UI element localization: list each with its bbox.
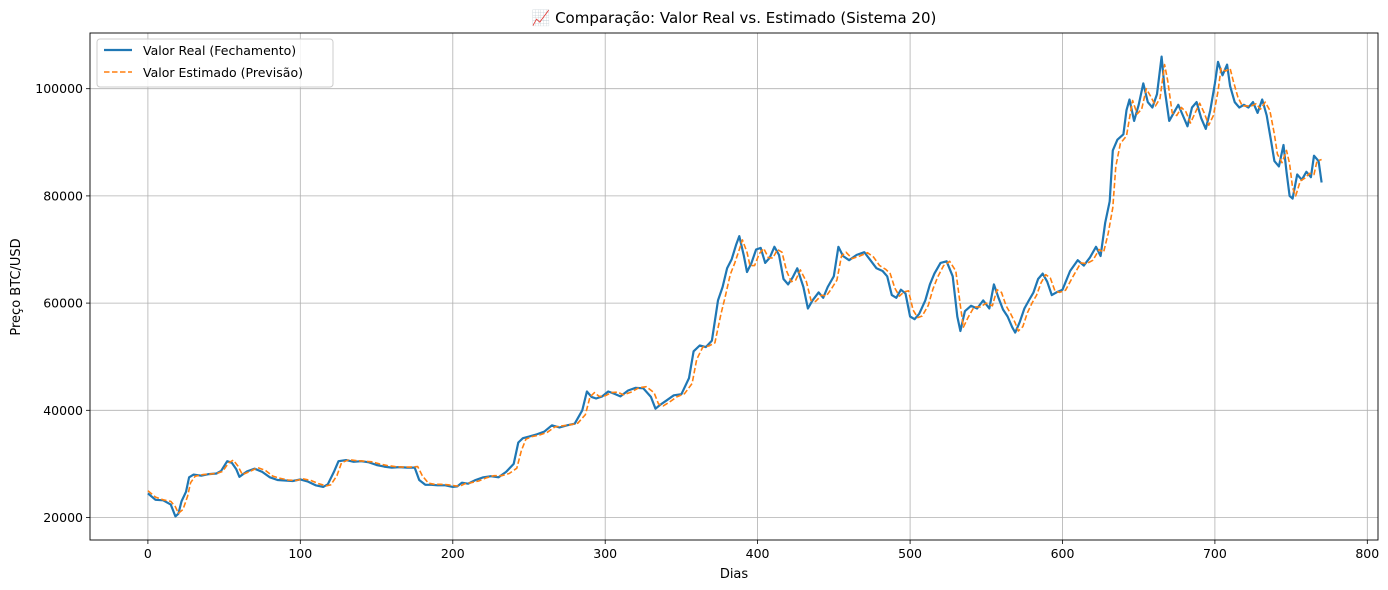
y-tick-label: 80000 xyxy=(43,188,83,203)
y-tick-label: 20000 xyxy=(43,510,83,525)
x-tick-label: 0 xyxy=(144,546,152,561)
x-axis-ticks: 0 100 200 300 400 500 600 700 800 xyxy=(144,540,1379,561)
x-axis-label: Dias xyxy=(720,567,749,582)
legend: Valor Real (Fechamento) Valor Estimado (… xyxy=(96,38,334,88)
chart-title: 📈 Comparação: Valor Real vs. Estimado (S… xyxy=(532,9,937,27)
y-tick-label: 40000 xyxy=(43,403,83,418)
y-axis-label: Preço BTC/USD xyxy=(9,238,24,335)
legend-label-real: Valor Real (Fechamento) xyxy=(143,43,296,58)
x-tick-label: 500 xyxy=(898,546,922,561)
x-tick-label: 300 xyxy=(593,546,617,561)
y-axis-ticks: 20000 40000 60000 80000 100000 xyxy=(35,81,90,525)
x-tick-label: 100 xyxy=(288,546,312,561)
y-tick-label: 100000 xyxy=(35,81,83,96)
series-line-real xyxy=(147,55,1323,518)
x-tick-label: 700 xyxy=(1203,546,1227,561)
series-layer xyxy=(147,55,1323,518)
x-tick-label: 600 xyxy=(1051,546,1075,561)
legend-label-estimated: Valor Estimado (Previsão) xyxy=(143,65,303,80)
series-line-estimated xyxy=(147,63,1322,514)
x-tick-label: 400 xyxy=(746,546,770,561)
x-tick-label: 200 xyxy=(441,546,465,561)
legend-box xyxy=(96,38,334,88)
y-tick-label: 60000 xyxy=(43,296,83,311)
x-tick-label: 800 xyxy=(1355,546,1379,561)
grid xyxy=(90,33,1378,540)
plot-frame xyxy=(89,32,1379,541)
